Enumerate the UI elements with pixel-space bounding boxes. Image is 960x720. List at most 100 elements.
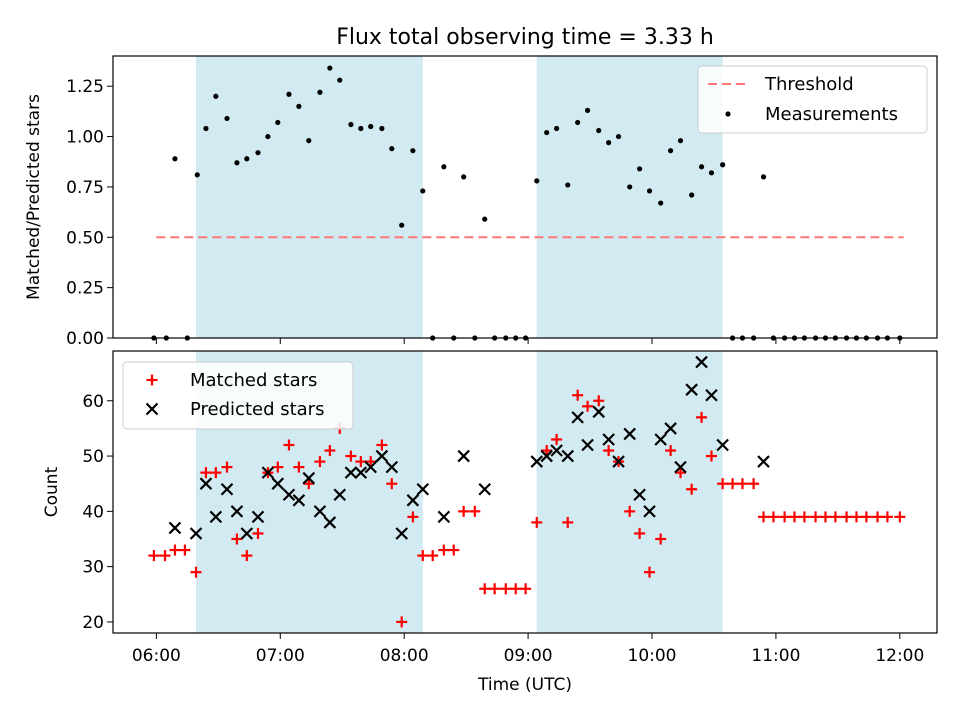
x-tick-label: 09:00 bbox=[504, 646, 553, 666]
predicted-star-point bbox=[757, 455, 770, 468]
matched-star-point bbox=[438, 544, 450, 556]
measurement-point bbox=[399, 222, 405, 228]
predicted-star-point bbox=[313, 505, 327, 518]
matched-star-point bbox=[551, 433, 563, 445]
predicted-star-point bbox=[716, 438, 729, 452]
predicted-star-point bbox=[292, 494, 306, 507]
matched-star-point bbox=[872, 511, 884, 523]
predicted-star-point bbox=[633, 488, 646, 502]
matched-star-point bbox=[148, 550, 160, 562]
measurement-point bbox=[389, 146, 395, 152]
matched-star-point bbox=[686, 483, 698, 495]
top-panel: 0.00 0.25 0.50 0.75 1.00 1.25 Matched/Predict… bbox=[24, 55, 938, 349]
matched-star-point bbox=[448, 544, 460, 556]
matched-star-point bbox=[572, 389, 584, 401]
matched-star-point bbox=[386, 478, 398, 490]
matched-legend-label: Matched stars bbox=[190, 370, 317, 391]
predicted-star-point bbox=[406, 494, 420, 507]
measurement-point bbox=[534, 178, 540, 184]
x-tick-label: 10:00 bbox=[628, 646, 677, 666]
predicted-star-point bbox=[654, 433, 667, 446]
predicted-star-point bbox=[550, 444, 563, 457]
predicted-star-point bbox=[230, 505, 244, 518]
matched-star-point bbox=[881, 511, 893, 523]
top-x-ticks bbox=[155, 338, 901, 344]
predicted-star-points bbox=[168, 355, 770, 540]
y-tick-label: 0.75 bbox=[66, 178, 104, 198]
matched-star-point bbox=[810, 511, 822, 523]
matched-star-point bbox=[407, 511, 419, 523]
matched-star-point bbox=[479, 583, 491, 595]
matched-star-point bbox=[767, 511, 779, 523]
y-tick-label: 50 bbox=[82, 447, 104, 467]
measurement-point bbox=[224, 115, 230, 122]
predicted-star-point bbox=[685, 383, 698, 396]
measurement-point bbox=[461, 174, 467, 180]
matched-star-point bbox=[736, 478, 748, 490]
matched-star-point bbox=[841, 511, 853, 523]
y-tick-label: 20 bbox=[82, 613, 104, 633]
matched-star-point bbox=[850, 511, 862, 523]
matched-star-point bbox=[717, 478, 729, 490]
predicted-star-point bbox=[643, 505, 656, 518]
matched-star-point bbox=[272, 461, 284, 473]
matched-star-point bbox=[696, 411, 708, 423]
bottom-y-ticks: 20 30 40 50 60 bbox=[82, 392, 113, 633]
measurement-point bbox=[410, 148, 416, 154]
predicted-star-point bbox=[333, 488, 347, 502]
measurement-point bbox=[358, 125, 364, 132]
matched-star-point bbox=[221, 461, 233, 473]
matched-star-point bbox=[458, 505, 470, 517]
predicted-star-point bbox=[437, 510, 451, 524]
predicted-star-point bbox=[199, 477, 213, 490]
predicted-star-point bbox=[612, 455, 625, 468]
x-tick-label: 11:00 bbox=[751, 646, 800, 666]
matched-star-point bbox=[200, 467, 212, 479]
y-tick-label: 1.25 bbox=[66, 77, 104, 97]
top-y-axis-label: Matched/Predicted stars bbox=[24, 94, 44, 300]
matched-star-point bbox=[520, 583, 532, 595]
measurement-point bbox=[234, 160, 240, 166]
matched-star-point bbox=[634, 527, 646, 539]
bottom-y-axis-label: Count bbox=[42, 466, 62, 517]
bottom-legend-box bbox=[122, 361, 354, 430]
matched-star-point bbox=[489, 583, 501, 595]
measurement-point bbox=[627, 184, 633, 190]
matched-star-point bbox=[665, 445, 677, 457]
predicted-star-point bbox=[695, 355, 708, 369]
predicted-star-point bbox=[354, 466, 368, 479]
predicted-star-point bbox=[344, 466, 358, 479]
matched-star-point bbox=[231, 533, 243, 545]
matched-star-point bbox=[169, 544, 181, 556]
matched-star-point bbox=[531, 516, 543, 528]
y-tick-label: 1.00 bbox=[66, 128, 104, 148]
measurement-point bbox=[327, 65, 333, 71]
matched-star-point bbox=[819, 511, 831, 523]
x-axis-label: Time (UTC) bbox=[477, 675, 572, 695]
measurement-point bbox=[584, 107, 591, 113]
measurement-point bbox=[203, 125, 209, 132]
predicted-star-point bbox=[189, 527, 203, 540]
measurement-point bbox=[379, 125, 385, 132]
measurement-point bbox=[306, 138, 312, 144]
matched-star-point bbox=[241, 550, 253, 562]
predicted-star-point bbox=[457, 449, 470, 463]
matched-star-points bbox=[148, 389, 906, 628]
predicted-legend-label: Predicted stars bbox=[190, 399, 324, 420]
predicted-star-point bbox=[592, 405, 606, 419]
y-tick-label: 60 bbox=[82, 392, 104, 412]
matched-star-point bbox=[500, 583, 512, 595]
measurement-point bbox=[689, 192, 695, 198]
matched-star-point bbox=[303, 478, 315, 490]
y-tick-label: 0.25 bbox=[66, 279, 104, 299]
predicted-star-point bbox=[385, 460, 399, 474]
measurement-point bbox=[667, 148, 674, 154]
measurement-point bbox=[194, 172, 200, 178]
predicted-star-point bbox=[302, 471, 316, 485]
chart-title: Flux total observing time = 3.33 h bbox=[336, 25, 714, 50]
matched-star-point bbox=[252, 527, 264, 539]
predicted-star-point bbox=[240, 527, 254, 540]
measurement-point bbox=[596, 127, 602, 134]
matched-star-point bbox=[798, 511, 810, 523]
